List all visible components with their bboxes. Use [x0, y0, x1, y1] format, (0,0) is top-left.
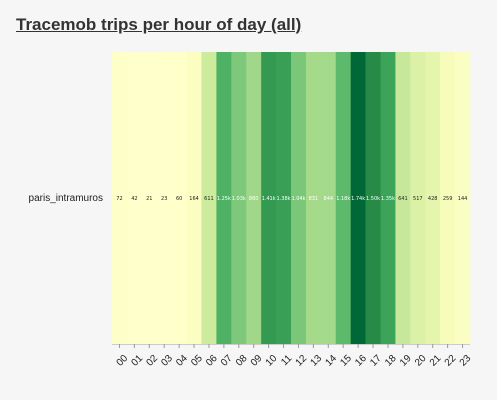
heatmap-cell [276, 52, 292, 344]
heatmap-cell [201, 52, 217, 344]
heatmap-cell-label: 164 [189, 196, 199, 202]
x-tick-label: 16 [353, 353, 369, 369]
x-tick-label: 02 [144, 353, 160, 369]
heatmap-cell [365, 52, 381, 344]
heatmap-cell [440, 52, 456, 344]
heatmap-cell-label: 60 [176, 196, 182, 202]
x-tick-label: 07 [219, 353, 235, 369]
heatmap-cell-label: 21 [146, 196, 152, 202]
heatmap-cell-label: 1.25k [217, 196, 231, 202]
row-label: paris_intramuros [29, 193, 103, 204]
heatmap-cell-label: 1.41k [262, 196, 276, 202]
x-tick-label: 04 [174, 353, 190, 369]
x-tick-label: 19 [398, 353, 414, 369]
x-tick-label: 05 [189, 353, 205, 369]
heatmap-cell [112, 52, 128, 344]
heatmap-cell [126, 52, 143, 344]
heatmap-cell [395, 52, 411, 344]
heatmap-cell-label: 1.18k [336, 196, 350, 202]
heatmap-cell-label: 1.35k [381, 196, 395, 202]
x-tick-label: 06 [204, 353, 220, 369]
heatmap-cell-label: 23 [161, 196, 167, 202]
x-tick-label: 14 [323, 353, 339, 369]
heatmap-cell-label: 611 [204, 196, 214, 202]
heatmap-cell [350, 52, 366, 344]
heatmap-cell-label: 1.50k [366, 196, 380, 202]
heatmap-cell [141, 52, 158, 344]
heatmap-cell [335, 52, 351, 344]
heatmap-cell [320, 52, 337, 344]
heatmap-cell [410, 52, 426, 344]
heatmap-cell [305, 52, 322, 344]
heatmap-cell-labels: 72 42 21 23 60 164 611 1.25k 1.03k 860 1.41k 1.38k 1… [116, 196, 467, 202]
heatmap-cell-label: 1.03k [232, 196, 246, 202]
x-tick-label: 20 [413, 353, 429, 369]
x-tick-label: 21 [428, 353, 444, 369]
x-tick-label: 10 [264, 353, 280, 369]
heatmap-cell [216, 52, 232, 344]
heatmap-cell-label: 831 [309, 196, 319, 202]
heatmap-cell-label: 72 [116, 196, 122, 202]
x-tick-label: 18 [383, 353, 399, 369]
heatmap-cell-label: 860 [249, 196, 259, 202]
x-tick-label: 17 [368, 353, 384, 369]
heatmap-cell-label: 1.74k [351, 196, 365, 202]
x-tick-label: 12 [294, 353, 310, 369]
heatmap-row-labels: paris_intramuros [29, 193, 103, 204]
heatmap-cell [231, 52, 247, 344]
heatmap-cell-label: 42 [131, 196, 137, 202]
heatmap-cell-label: 1.04k [291, 196, 305, 202]
heatmap-cell [425, 52, 441, 344]
heatmap-cell-label: 428 [428, 196, 438, 202]
heatmap-cell [261, 52, 277, 344]
heatmap-cell [380, 52, 396, 344]
x-tick-label: 00 [115, 353, 131, 369]
heatmap-cells [112, 52, 471, 344]
x-tick-label: 08 [234, 353, 250, 369]
heatmap-cell [156, 52, 172, 344]
heatmap-cell-label: 517 [413, 196, 423, 202]
x-tick-label: 01 [130, 353, 146, 369]
x-axis: 00 01 02 03 04 05 06 07 08 09 10 11 12 13 14 15 16 17 18 19… [112, 344, 474, 369]
x-tick-label: 22 [443, 353, 459, 369]
x-tick-label: 09 [249, 353, 265, 369]
x-tick-label: 23 [458, 353, 474, 369]
heatmap-cell [246, 52, 262, 344]
heatmap-cell-label: 144 [458, 196, 468, 202]
x-tick-label: 13 [309, 353, 325, 369]
heatmap-cell [186, 52, 202, 344]
x-tick-label: 15 [338, 353, 354, 369]
heatmap-cell [291, 52, 307, 344]
heatmap-cell-label: 641 [398, 196, 408, 202]
heatmap-cell [171, 52, 187, 344]
heatmap-cell-label: 1.38k [277, 196, 291, 202]
heatmap-cell-label: 844 [324, 196, 334, 202]
x-tick-label: 03 [159, 353, 175, 369]
chart-title: Tracemob trips per hour of day (all) [16, 15, 302, 34]
x-tick-label: 11 [279, 353, 294, 368]
heatmap-cell-label: 259 [443, 196, 453, 202]
heatmap-cell [455, 52, 471, 344]
